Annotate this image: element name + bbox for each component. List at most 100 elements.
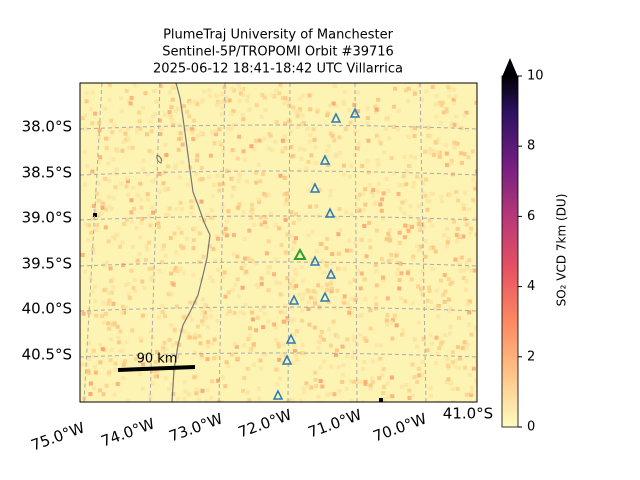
pixel xyxy=(162,314,167,319)
pixel xyxy=(262,220,267,225)
pixel xyxy=(118,329,123,334)
pixel xyxy=(283,250,288,255)
pixel xyxy=(360,380,365,385)
pixel xyxy=(328,193,333,198)
pixel xyxy=(170,85,175,90)
pixel xyxy=(291,220,296,225)
pixel xyxy=(443,143,448,148)
pixel xyxy=(281,342,286,347)
pixel xyxy=(94,313,99,318)
pixel xyxy=(123,131,128,136)
pixel xyxy=(428,246,433,251)
pixel xyxy=(356,141,361,146)
pixel xyxy=(119,109,124,114)
pixel xyxy=(232,341,237,346)
pixel xyxy=(185,182,190,187)
pixel xyxy=(306,159,311,164)
pixel xyxy=(92,364,97,369)
pixel xyxy=(444,106,449,111)
pixel xyxy=(199,166,204,171)
pixel xyxy=(446,297,451,302)
pixel xyxy=(410,224,415,229)
pixel xyxy=(442,273,447,278)
pixel xyxy=(274,88,279,93)
pixel xyxy=(423,193,428,198)
pixel xyxy=(197,260,202,265)
pixel xyxy=(242,343,247,348)
pixel xyxy=(449,158,454,163)
pixel xyxy=(337,389,342,394)
pixel xyxy=(344,248,349,253)
pixel xyxy=(328,131,333,136)
pixel xyxy=(149,277,154,282)
pixel xyxy=(263,193,268,198)
pixel xyxy=(202,310,207,315)
pixel xyxy=(259,276,264,281)
pixel xyxy=(166,357,171,362)
pixel xyxy=(355,206,360,211)
pixel xyxy=(474,100,477,105)
pixel xyxy=(183,389,188,394)
pixel xyxy=(448,306,453,311)
pixel xyxy=(295,358,300,363)
pixel xyxy=(430,223,435,228)
pixel xyxy=(194,158,199,163)
pixel xyxy=(239,266,244,271)
pixel xyxy=(371,359,376,364)
pixel xyxy=(329,281,334,286)
pixel xyxy=(281,147,286,152)
pixel xyxy=(442,333,447,338)
pixel xyxy=(367,220,372,225)
pixel xyxy=(293,236,298,241)
pixel xyxy=(163,188,168,193)
pixel xyxy=(182,329,187,334)
pixel xyxy=(268,265,273,270)
pixel xyxy=(201,297,206,302)
pixel xyxy=(301,292,306,297)
pixel xyxy=(246,256,251,261)
pixel xyxy=(336,232,341,237)
pixel xyxy=(138,197,143,202)
pixel xyxy=(416,284,421,289)
pixel xyxy=(444,380,449,385)
pixel xyxy=(300,318,305,323)
pixel xyxy=(469,226,474,231)
pixel xyxy=(211,193,216,198)
pixel xyxy=(82,182,87,187)
pixel xyxy=(192,350,197,355)
pixel xyxy=(423,238,428,243)
pixel xyxy=(150,381,155,386)
pixel xyxy=(272,322,277,327)
pixel xyxy=(385,296,390,301)
pixel xyxy=(379,257,384,262)
pixel xyxy=(89,107,94,112)
pixel xyxy=(208,307,213,312)
pixel xyxy=(283,202,288,207)
pixel xyxy=(229,352,234,357)
pixel xyxy=(168,90,173,95)
pixel xyxy=(200,319,205,324)
pixel xyxy=(421,225,426,230)
pixel xyxy=(347,174,352,179)
pixel xyxy=(110,322,115,327)
colorbar-tick-label: 6 xyxy=(527,209,535,224)
pixel xyxy=(159,156,164,161)
pixel xyxy=(224,219,229,224)
pixel xyxy=(328,103,333,108)
pixel xyxy=(471,366,476,371)
pixel xyxy=(349,310,354,315)
pixel xyxy=(282,192,287,197)
pixel xyxy=(178,266,183,271)
pixel xyxy=(222,270,227,275)
pixel xyxy=(386,381,391,386)
pixel xyxy=(133,356,138,361)
pixel xyxy=(470,149,475,154)
pixel xyxy=(467,258,472,263)
pixel xyxy=(455,345,460,350)
pixel xyxy=(344,210,349,215)
pixel xyxy=(181,245,186,250)
pixel xyxy=(326,327,331,332)
pixel xyxy=(400,200,405,205)
pixel xyxy=(226,126,231,131)
pixel xyxy=(254,328,259,333)
